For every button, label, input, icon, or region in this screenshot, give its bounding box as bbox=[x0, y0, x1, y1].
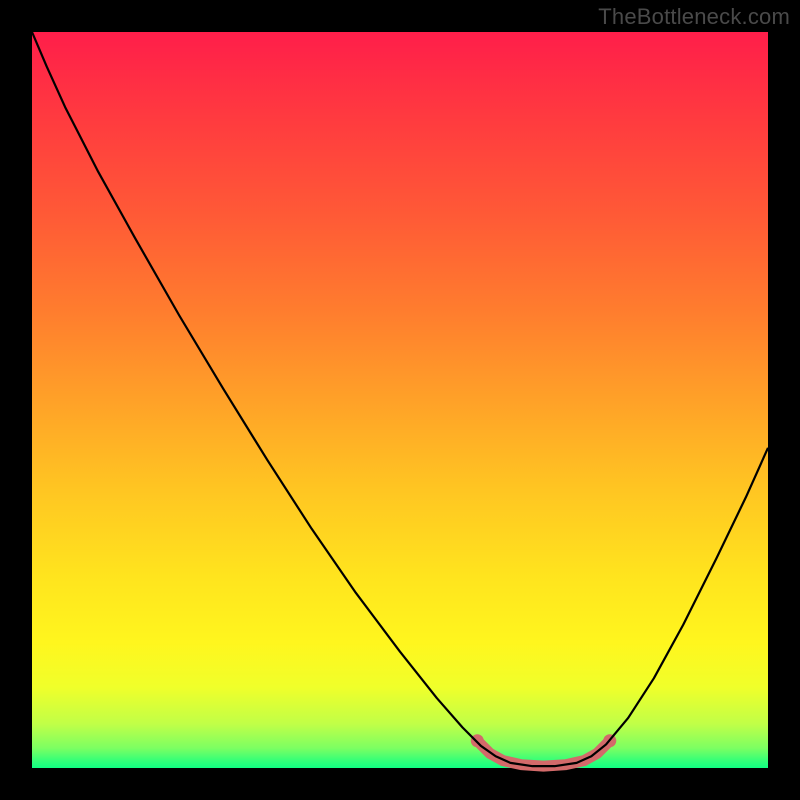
plot-background bbox=[32, 32, 768, 768]
chart-stage: TheBottleneck.com bbox=[0, 0, 800, 800]
watermark-text: TheBottleneck.com bbox=[598, 4, 790, 30]
bottleneck-curve-chart bbox=[0, 0, 800, 800]
